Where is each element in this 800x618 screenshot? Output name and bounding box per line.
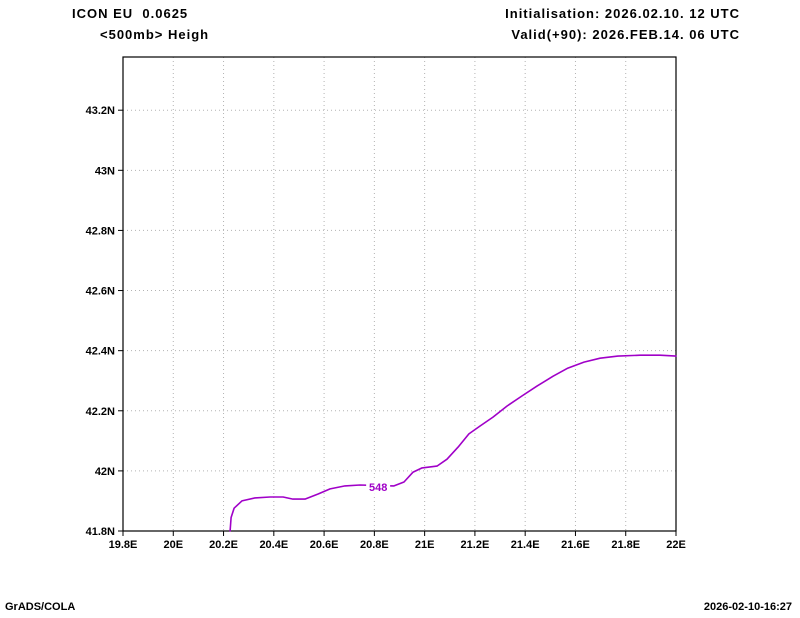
contour-label-background (366, 479, 391, 494)
x-axis-tick-label: 19.8E (109, 539, 138, 551)
x-axis-tick-label: 20.6E (310, 539, 339, 551)
x-axis-tick-label: 21E (415, 539, 435, 551)
contour-label: 548 (369, 482, 387, 494)
x-axis-tick-label: 21.6E (561, 539, 590, 551)
y-axis-tick-label: 43N (95, 165, 115, 177)
x-axis-tick-label: 21.4E (511, 539, 540, 551)
x-axis-tick-label: 21.2E (461, 539, 490, 551)
y-axis-tick-label: 43.2N (86, 105, 115, 117)
valid-time: Valid(+90): 2026.FEB.14. 06 UTC (511, 27, 740, 42)
y-axis-tick-label: 42.6N (86, 286, 115, 298)
initialisation-time: Initialisation: 2026.02.10. 12 UTC (505, 6, 740, 21)
contour-line (229, 354, 677, 532)
x-axis-tick-label: 20E (163, 539, 183, 551)
y-axis-tick-label: 42N (95, 466, 115, 478)
y-axis-tick-label: 42.2N (86, 406, 115, 418)
x-axis-tick-label: 21.8E (611, 539, 640, 551)
level-title: <500mb> Heigh (100, 27, 210, 42)
x-axis-tick-label: 20.4E (259, 539, 288, 551)
y-axis-tick-label: 41.8N (86, 526, 115, 538)
creation-timestamp: 2026-02-10-16:27 (703, 601, 792, 613)
x-axis-tick-label: 22E (666, 539, 686, 551)
y-axis-tick-label: 42.8N (86, 225, 115, 237)
plot-frame (122, 56, 677, 532)
x-axis-tick-label: 20.2E (209, 539, 238, 551)
y-axis-tick-label: 42.4N (86, 346, 115, 358)
grads-cola-credit: GrADS/COLA (5, 601, 76, 613)
model-title: ICON EU 0.0625 (72, 6, 189, 21)
x-axis-tick-label: 20.8E (360, 539, 389, 551)
